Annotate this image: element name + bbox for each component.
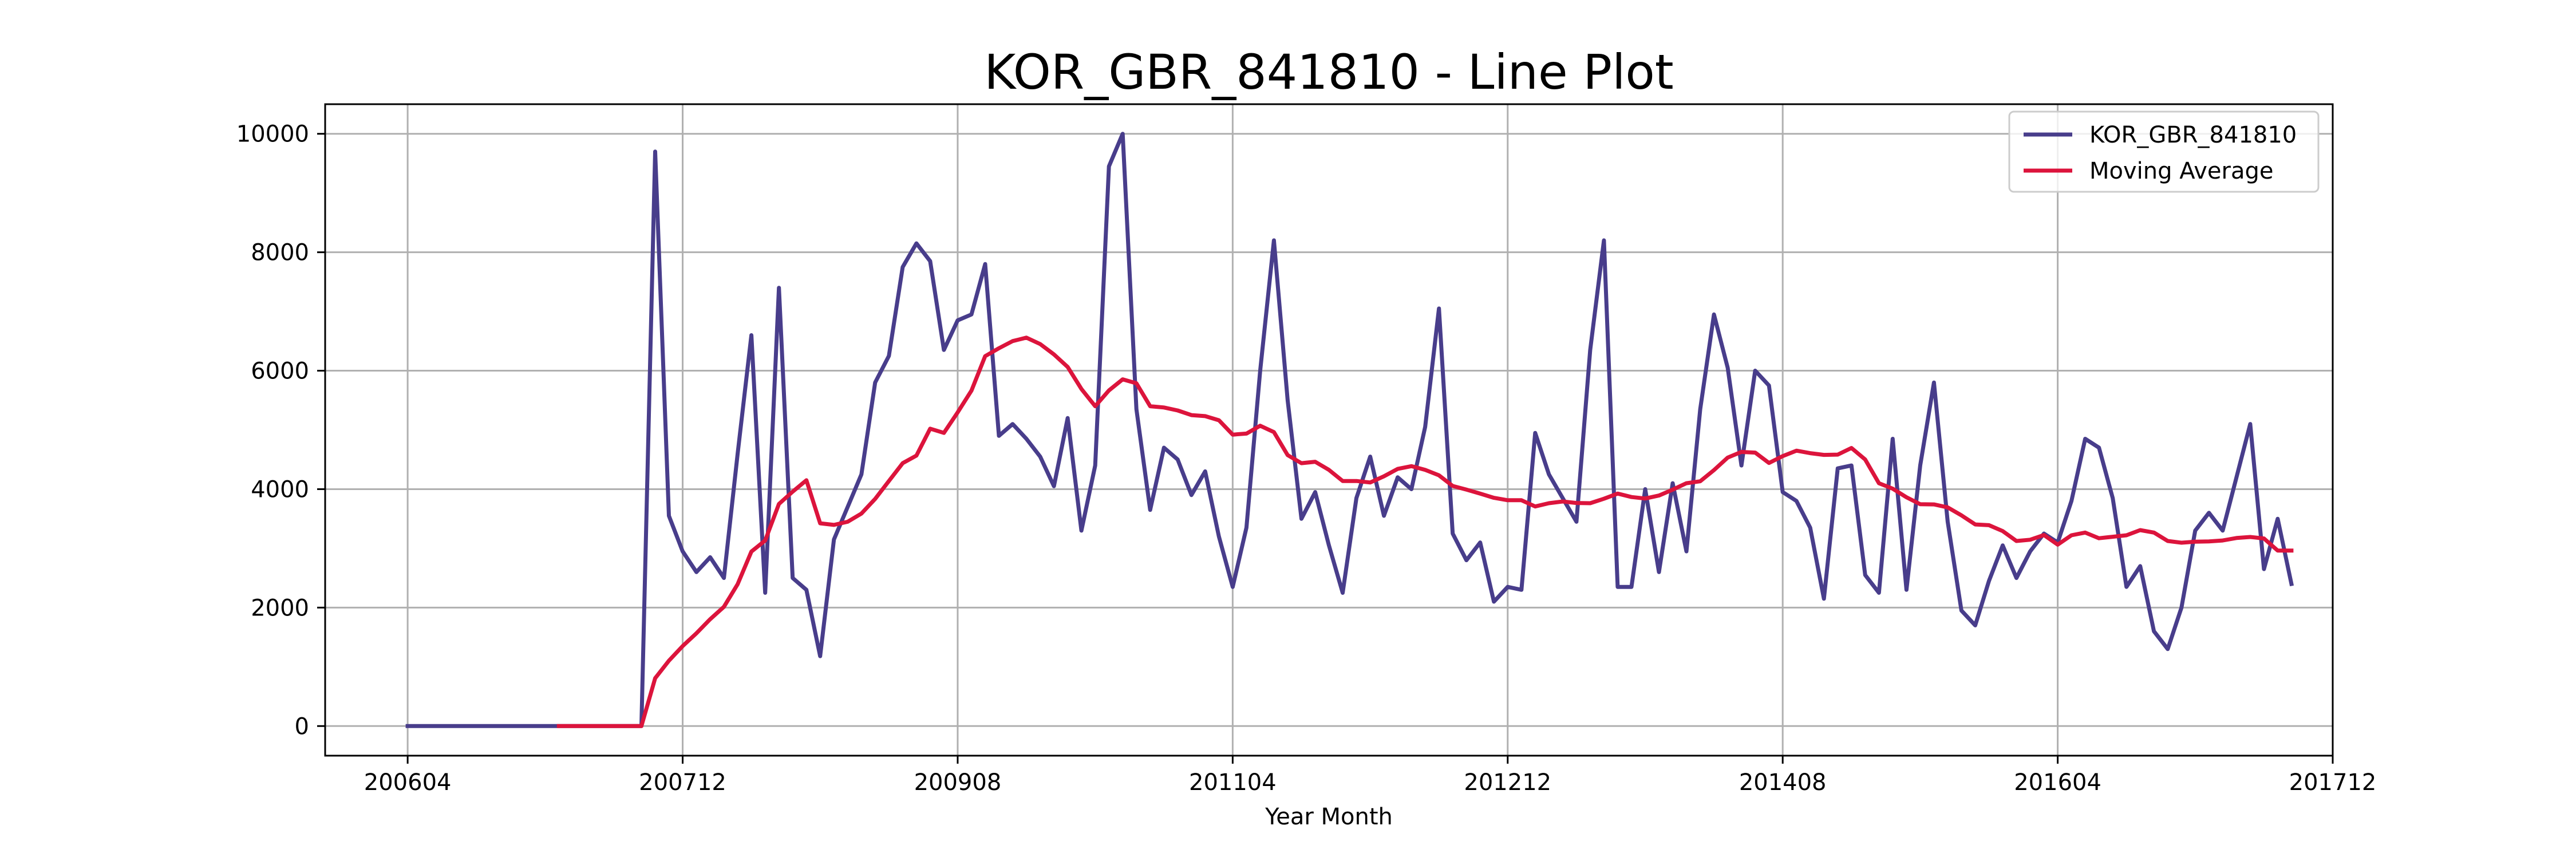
x-tick-label: 201712 bbox=[2289, 769, 2377, 796]
x-tick-label: 201212 bbox=[1464, 769, 1551, 796]
x-tick-label: 200712 bbox=[639, 769, 726, 796]
x-axis-label: Year Month bbox=[1265, 804, 1393, 830]
legend-label-moving-average: Moving Average bbox=[2089, 158, 2273, 184]
legend-label-series: KOR_GBR_841810 bbox=[2089, 122, 2297, 148]
x-tick-label: 200604 bbox=[364, 769, 452, 796]
y-tick-label: 2000 bbox=[251, 595, 309, 621]
y-tick-label: 0 bbox=[295, 713, 309, 740]
chart-title: KOR_GBR_841810 - Line Plot bbox=[984, 44, 1674, 100]
x-tick-label: 200908 bbox=[914, 769, 1002, 796]
legend: KOR_GBR_841810 Moving Average bbox=[2009, 112, 2318, 192]
grid bbox=[325, 104, 2333, 756]
x-tick-label: 201104 bbox=[1189, 769, 1277, 796]
series-points-moving-average bbox=[559, 338, 2291, 726]
y-tick-label: 8000 bbox=[251, 240, 309, 266]
y-tick-label: 4000 bbox=[251, 476, 309, 503]
y-tick-label: 6000 bbox=[251, 358, 309, 385]
y-tick-label: 10000 bbox=[236, 121, 309, 148]
plot-frame bbox=[325, 104, 2333, 756]
axis-ticks: 200604 200712 200908 201104 201212 201408 2016… bbox=[236, 121, 2377, 796]
x-tick-label: 201604 bbox=[2014, 769, 2101, 796]
x-tick-label: 201408 bbox=[1739, 769, 1827, 796]
series-lines bbox=[408, 134, 2291, 726]
series-line-moving-average bbox=[559, 338, 2291, 726]
